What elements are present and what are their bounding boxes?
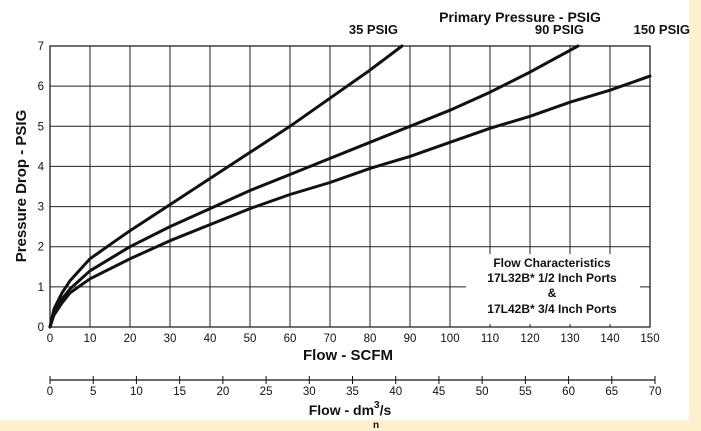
grid-lines: [50, 46, 650, 327]
secondary-axis-label-superscript: 3: [374, 400, 380, 411]
y-tick-labels: 0 1 2 3 4 5 6 7: [38, 41, 45, 334]
annotation-line-3: &: [548, 286, 557, 300]
x-tick-label: 130: [560, 333, 579, 345]
curve-label: 150 PSIG: [634, 22, 690, 37]
y-tick-label: 5: [38, 121, 44, 133]
y-tick-label: 0: [38, 322, 44, 334]
x-tick-label: 150: [640, 333, 659, 345]
curve-labels: 35 PSIG 90 PSIG 150 PSIG: [349, 22, 690, 37]
secondary-tick-label: 5: [90, 386, 96, 398]
flow-curve: [48, 44, 404, 329]
x-tick-label: 50: [244, 333, 257, 345]
right-margin-band: [689, 0, 701, 431]
y-tick-label: 7: [38, 41, 44, 53]
annotation-line-1: Flow Characteristics: [493, 256, 611, 270]
curve-label: 90 PSIG: [535, 22, 584, 37]
secondary-tick-label: 15: [173, 386, 186, 398]
secondary-axis-label: Flow - dm3/s: [309, 400, 392, 418]
annotation-line-2: 17L32B* 1/2 Inch Ports: [487, 271, 617, 285]
secondary-tick-label: 65: [605, 386, 618, 398]
secondary-axis-label-suffix: /s: [380, 402, 392, 418]
plot-frame: [49, 45, 651, 328]
y-tick-label: 3: [38, 202, 44, 214]
x-tick-label: 60: [284, 333, 297, 345]
x-tick-label: 30: [164, 333, 177, 345]
flow-curve: [48, 44, 580, 329]
secondary-tick-label: 0: [47, 386, 53, 398]
x-tick-label: 80: [364, 333, 377, 345]
secondary-tick-label: 45: [433, 386, 446, 398]
secondary-tick-label: 40: [389, 386, 402, 398]
annotation-box: [466, 254, 640, 324]
secondary-tick-label: 50: [476, 386, 489, 398]
x-tick-label: 20: [124, 333, 137, 345]
secondary-tick-label: 70: [649, 386, 662, 398]
curve-label: 35 PSIG: [349, 22, 398, 37]
curve-group: [48, 44, 652, 329]
y-tick-label: 2: [38, 242, 44, 254]
y-tick-label: 1: [38, 282, 44, 294]
x-tick-labels: 0 10 20 30 40 50 60 70 80 90 100 110 120 130 140 150: [47, 333, 660, 345]
secondary-tick-label: 35: [346, 386, 359, 398]
secondary-axis: 0 5 10 15 20 25 30 35 40 45 50 55 60 65 70: [47, 376, 662, 398]
x-tick-label: 140: [600, 333, 619, 345]
secondary-tick-label: 30: [303, 386, 316, 398]
y-tick-label: 6: [38, 81, 44, 93]
secondary-axis-label-subscript: n: [373, 420, 379, 431]
x-tick-label: 70: [324, 333, 337, 345]
x-tick-label: 110: [481, 333, 499, 345]
x-tick-label: 40: [204, 333, 217, 345]
bottom-margin-band: [0, 420, 701, 431]
primary-pressure-title: Primary Pressure - PSIG: [439, 9, 601, 25]
secondary-tick-label: 20: [216, 386, 229, 398]
x-tick-label: 120: [520, 333, 539, 345]
secondary-axis-label-main: Flow - dm: [309, 402, 374, 418]
x-tick-label: 90: [404, 333, 417, 345]
secondary-tick-label: 10: [130, 386, 143, 398]
x-tick-label: 10: [84, 333, 97, 345]
flow-curve: [48, 74, 652, 329]
secondary-tick-label: 55: [519, 386, 532, 398]
y-axis-label: Pressure Drop - PSIG: [13, 110, 30, 263]
x-tick-label: 0: [47, 333, 53, 345]
secondary-tick-label: 60: [562, 386, 575, 398]
secondary-tick-label: 25: [260, 386, 273, 398]
x-tick-label: 100: [440, 333, 459, 345]
y-tick-label: 4: [38, 161, 45, 173]
annotation-line-4: 17L42B* 3/4 Inch Ports: [487, 302, 617, 316]
x-axis-label: Flow - SCFM: [303, 347, 393, 364]
